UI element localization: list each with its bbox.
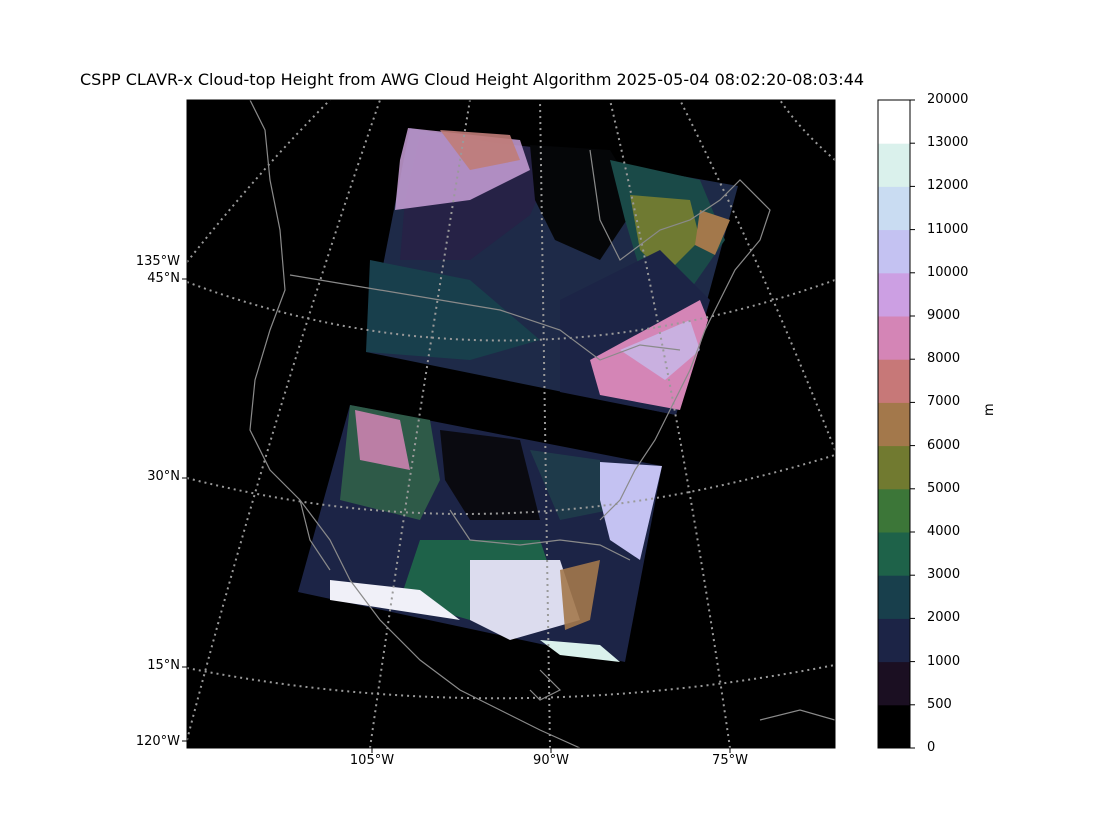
colorbar-swatch [878,316,910,360]
graticule [187,100,835,748]
lat-label-45n: 45°N [147,271,180,286]
colorbar-tick-label: 3000 [927,567,961,583]
colorbar-tick-label: 20000 [927,92,969,107]
colorbar-tick-label: 0 [927,740,936,755]
colorbar-swatch [878,359,910,403]
colorbar-swatch [878,661,910,706]
colorbar-tick-label: 7000 [927,394,961,410]
colorbar-tick-label: 12000 [927,178,969,194]
colorbar-swatch [878,704,910,749]
colorbar-swatch [878,229,910,274]
colorbar-tick-label: 4000 [927,524,961,539]
lon-label-90w: 90°W [533,753,569,768]
colorbar-swatch [878,272,910,317]
swath-south [298,405,662,662]
colorbar-tick-label: 6000 [927,437,961,453]
colorbar-swatch [878,100,910,144]
colorbar-tick-label: 8000 [927,351,961,367]
colorbar-tick-label: 500 [927,696,952,712]
colorbar-tick-label: 13000 [927,135,969,151]
colorbar-tick-label: 1000 [927,653,961,669]
colorbar-tick-label: 2000 [927,610,961,626]
lon-label-105w: 105°W [349,753,395,768]
lon-ticks [371,748,731,753]
colorbar-ticks [910,99,915,749]
colorbar-tick-label: 11000 [927,221,969,237]
lat-label-15n: 15°N [147,658,180,673]
lat-label-120w: 120°W [135,734,180,749]
lat-label-135w: 135°W [135,254,180,269]
colorbar-swatch [878,532,910,576]
colorbar-tick-label: 10000 [927,264,969,280]
colorbar-swatch [878,143,910,187]
colorbar-swatch [878,575,910,619]
colorbar-swatch [878,445,910,490]
colorbar-frame [877,99,911,749]
colorbar-unit: m [982,403,997,416]
colorbar-swatch [878,488,910,533]
map-title: CSPP CLAVR-x Cloud-top Height from AWG C… [80,70,865,89]
map-frame [186,99,836,749]
colorbar-tick-label: 9000 [927,308,961,323]
lat-label-30n: 30°N [147,469,180,484]
lat-ticks [182,278,187,742]
colorbar-swatch [878,402,910,447]
colorbar-swatch [878,618,910,663]
lon-label-75w: 75°W [712,753,748,768]
colorbar-tick-label: 5000 [927,480,961,496]
colorbar-swatches [878,100,910,749]
colorbar-swatch [878,186,910,231]
coastlines [249,100,835,748]
